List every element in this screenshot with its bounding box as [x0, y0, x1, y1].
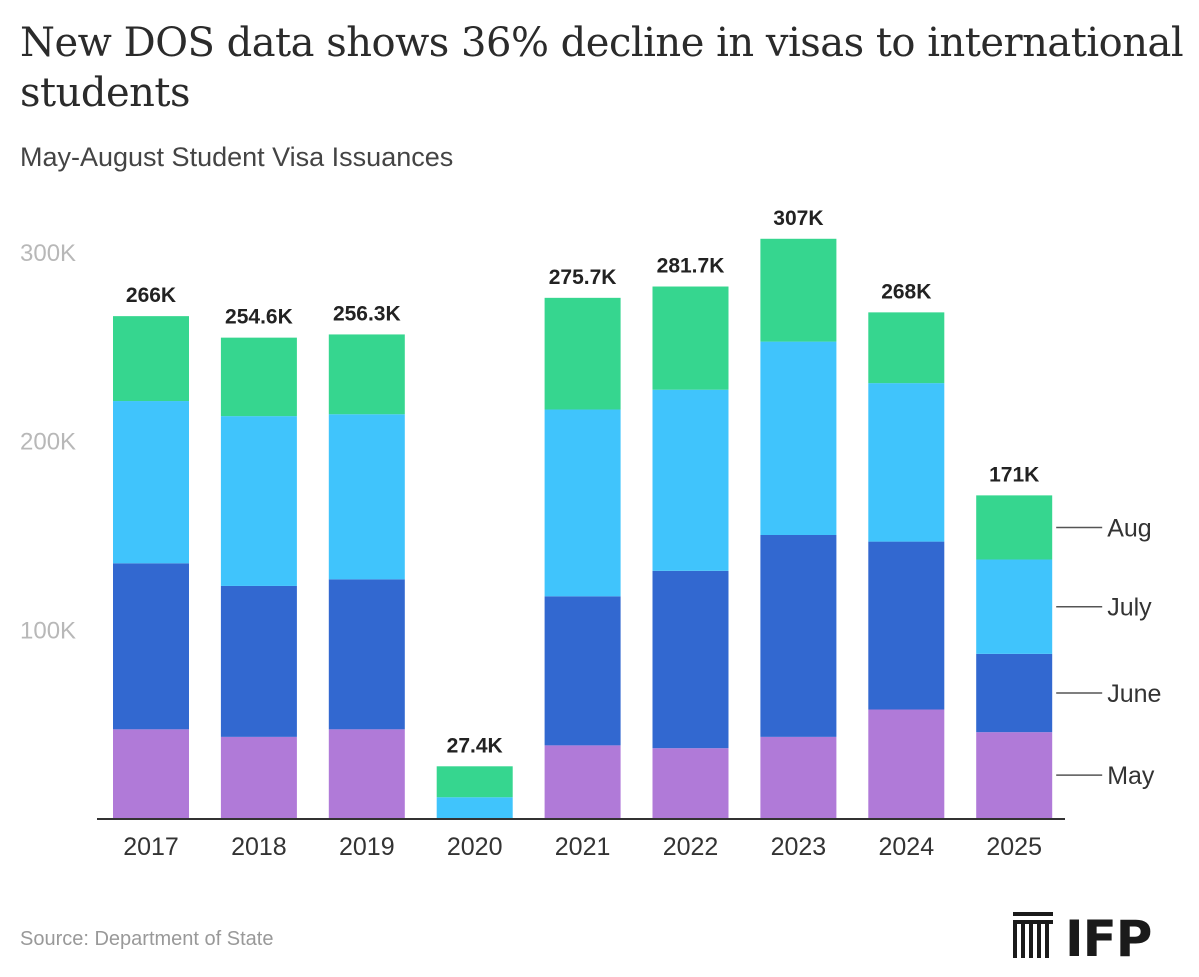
bar-segment-july — [760, 341, 837, 535]
chart-title: New DOS data shows 36% decline in visas … — [20, 20, 1184, 116]
ifp-logo-mark-icon — [1013, 912, 1053, 958]
x-tick-label: 2020 — [447, 833, 503, 861]
bar-segment-aug — [868, 312, 945, 384]
bar-segment-july — [220, 416, 297, 586]
x-tick-label: 2024 — [878, 833, 934, 861]
y-tick-label: 200K — [20, 429, 76, 456]
bar-segment-june — [760, 534, 837, 737]
bar-segment-july — [113, 401, 189, 564]
x-tick-label: 2021 — [555, 833, 611, 861]
bar-segment-may — [544, 745, 621, 818]
stacked-bar-chart: 100K 200K 300K 266K 2017 254.6K 2018 256.3K 2019… — [20, 207, 1161, 861]
bar-segment-aug — [760, 238, 837, 342]
bar-segment-june — [220, 585, 297, 737]
bar-segment-may — [328, 729, 405, 818]
bar-segment-july — [436, 797, 513, 818]
bar-total-label: 275.7K — [549, 266, 617, 289]
bar-segment-may — [220, 736, 297, 818]
bar-segment-aug — [220, 337, 297, 417]
y-tick-label: 300K — [20, 240, 76, 267]
bar-total-label: 171K — [989, 463, 1039, 486]
x-tick-label: 2019 — [339, 833, 395, 861]
bar-segment-june — [544, 596, 621, 746]
bar-segment-june — [868, 541, 945, 710]
legend-label-may: May — [1107, 762, 1155, 790]
x-tick-label: 2018 — [231, 833, 287, 861]
bar-segment-may — [976, 732, 1053, 818]
bar-segment-may — [868, 709, 945, 818]
ifp-logo-text: IFP — [1065, 910, 1151, 960]
bar-segment-aug — [652, 286, 729, 390]
bar-segment-july — [868, 383, 945, 542]
bar-total-label: 266K — [126, 284, 176, 307]
bar-segment-july — [328, 414, 405, 580]
ifp-logo: IFP — [1013, 910, 1152, 960]
bar-segment-aug — [436, 766, 513, 798]
bar-segment-aug — [976, 495, 1053, 560]
bar-segment-june — [652, 570, 729, 749]
bar-segment-may — [652, 748, 729, 818]
legend-label-july: July — [1107, 594, 1152, 622]
bar-total-label: 254.6K — [225, 306, 293, 329]
bar-segment-july — [652, 389, 729, 571]
bar-total-label: 307K — [773, 207, 823, 230]
bar-segment-june — [976, 653, 1053, 733]
bar-total-label: 27.4K — [447, 734, 503, 757]
y-tick-label: 100K — [20, 617, 76, 644]
bar-total-label: 256.3K — [333, 302, 401, 325]
bar-total-label: 268K — [881, 280, 931, 303]
x-tick-label: 2017 — [123, 833, 179, 861]
chart-subtitle: May-August Student Visa Issuances — [20, 142, 454, 172]
bar-segment-july — [544, 409, 621, 597]
bar-segment-aug — [544, 297, 621, 410]
bar-segment-june — [113, 563, 189, 730]
bar-total-label: 281.7K — [657, 255, 725, 278]
bar-segment-may — [113, 729, 189, 818]
x-tick-label: 2025 — [986, 833, 1042, 861]
bar-segment-aug — [113, 316, 189, 402]
x-tick-label: 2022 — [663, 833, 719, 861]
bar-segment-may — [760, 736, 837, 818]
bar-segment-aug — [328, 334, 405, 415]
legend-label-aug: Aug — [1107, 514, 1151, 542]
bar-segment-july — [976, 559, 1053, 654]
x-tick-label: 2023 — [771, 833, 827, 861]
source-note: Source: Department of State — [20, 928, 274, 950]
legend-label-june: June — [1107, 680, 1161, 708]
bar-segment-june — [328, 579, 405, 730]
